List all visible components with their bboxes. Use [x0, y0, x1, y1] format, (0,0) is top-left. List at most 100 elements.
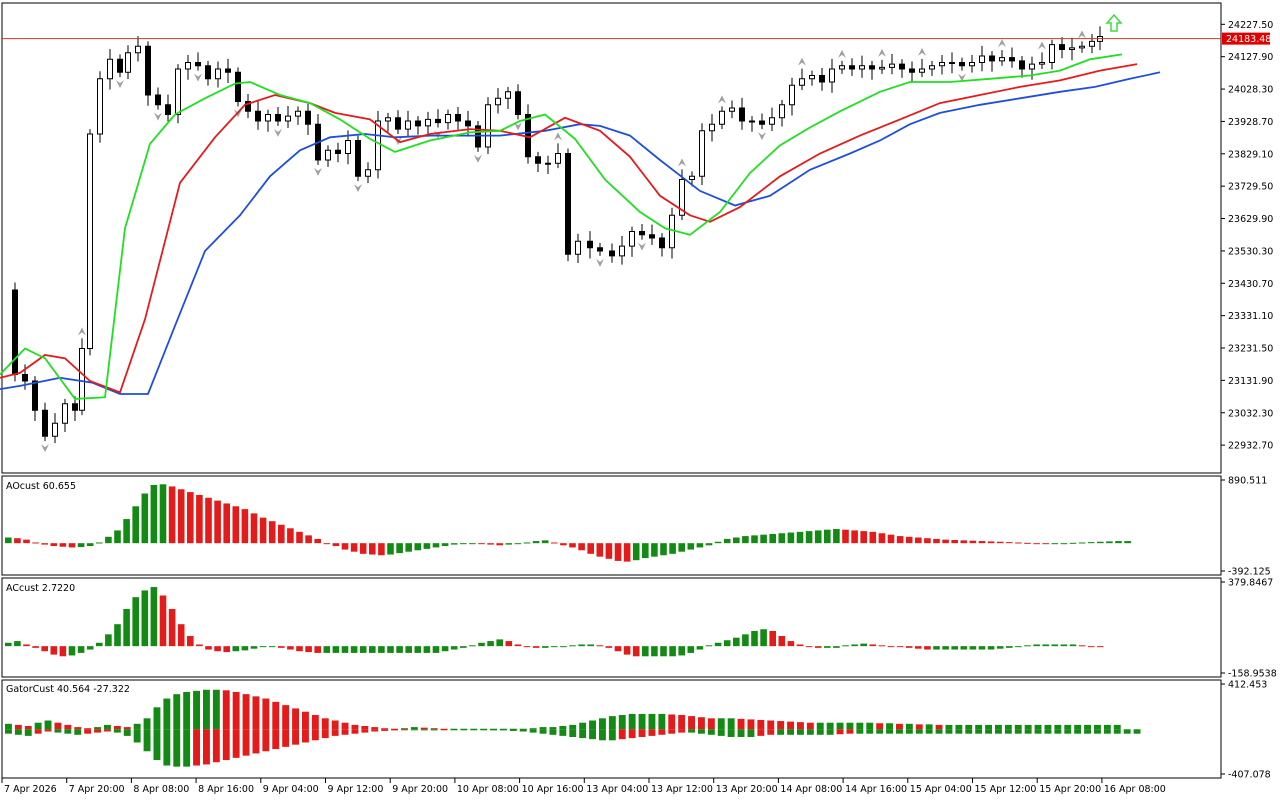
- gator-lower-bar: [173, 729, 181, 767]
- histogram-bar: [396, 543, 403, 554]
- candle-body: [789, 84, 795, 106]
- gator-upper-bar: [262, 698, 270, 730]
- histogram-bar: [432, 543, 440, 548]
- histogram-bar: [632, 543, 640, 561]
- histogram-bar: [278, 646, 285, 648]
- histogram-bar: [478, 642, 485, 647]
- histogram-bar: [1042, 543, 1049, 545]
- gator-upper-bar: [14, 724, 22, 730]
- candle-body: [385, 117, 391, 122]
- y-tick-label: 23629.90: [1228, 214, 1273, 225]
- gator-lower-bar: [183, 729, 191, 767]
- candle-body: [545, 162, 551, 165]
- gator-upper-bar: [163, 698, 171, 730]
- x-tick-label: 15 Apr 20:00: [1039, 784, 1101, 795]
- gator-upper-bar: [549, 727, 557, 730]
- gator-lower-bar: [1123, 729, 1131, 734]
- histogram-bar: [5, 642, 12, 647]
- candle-body: [829, 68, 835, 83]
- histogram-bar: [1097, 646, 1104, 648]
- gator-upper-bar: [64, 724, 72, 730]
- histogram-bar: [1033, 644, 1040, 647]
- fractal-arrow: [41, 444, 49, 453]
- histogram-bar: [323, 543, 331, 545]
- histogram-bar: [514, 543, 522, 545]
- histogram-bar: [642, 543, 649, 559]
- gator-lower-bar: [797, 729, 804, 735]
- y-tick-label: -158.9538: [1228, 669, 1277, 680]
- histogram-bar: [168, 608, 176, 647]
- histogram-bar: [942, 646, 949, 650]
- histogram-bar: [332, 646, 340, 653]
- candle-body: [395, 117, 401, 130]
- gator-lower-bar: [420, 729, 428, 731]
- alligator-teeth-line: [0, 63, 1138, 394]
- gator-lower-bar: [1094, 729, 1101, 734]
- histogram-bar: [742, 536, 749, 544]
- fractal-arrow: [758, 132, 766, 141]
- histogram-bar: [1069, 644, 1077, 647]
- histogram-bar: [751, 535, 758, 544]
- gator-lower-bar: [1103, 729, 1111, 734]
- gator-lower-bar: [975, 729, 983, 734]
- candle-body: [455, 114, 461, 122]
- gator-lower-bar: [955, 729, 963, 734]
- gator-upper-bar: [460, 728, 468, 730]
- histogram-bar: [678, 543, 685, 552]
- gator-upper-bar: [193, 690, 200, 730]
- histogram-bar: [1060, 543, 1068, 545]
- gator-upper-bar: [173, 694, 181, 730]
- candle-body: [759, 120, 765, 125]
- gator-lower-bar: [539, 729, 547, 734]
- candle-body: [999, 57, 1005, 62]
- candle-body: [255, 110, 261, 122]
- histogram-bar: [705, 543, 713, 546]
- gator-lower-bar: [302, 729, 309, 743]
- histogram-bar: [159, 595, 167, 647]
- gator-upper-bar: [509, 728, 517, 730]
- histogram-bar: [687, 543, 695, 550]
- histogram-bar: [896, 646, 904, 648]
- gator-lower-bar: [272, 729, 280, 750]
- gator-upper-bar: [500, 728, 507, 730]
- histogram-bar: [505, 543, 513, 545]
- histogram-bar: [996, 646, 1004, 649]
- histogram-bar: [268, 646, 276, 648]
- gator-lower-bar: [460, 729, 468, 731]
- candle-body: [285, 115, 291, 122]
- current-price-badge: [1222, 32, 1270, 45]
- gator-upper-bar: [480, 728, 488, 730]
- gator-lower-bar: [94, 729, 101, 733]
- gator-lower-bar: [1133, 729, 1141, 734]
- candle-body: [899, 63, 905, 70]
- gator-lower-bar: [490, 729, 497, 731]
- histogram-bar: [805, 531, 813, 544]
- gator-lower-bar: [430, 729, 438, 731]
- y-tick-label: 890.511: [1228, 476, 1267, 487]
- gator-lower-bar: [410, 729, 418, 731]
- histogram-bar: [1006, 542, 1013, 544]
- candle-body: [1069, 47, 1075, 50]
- histogram-bar: [705, 645, 713, 647]
- histogram-bar: [532, 646, 540, 648]
- histogram-bar: [678, 646, 685, 656]
- gator-upper-bar: [351, 724, 359, 730]
- histogram-bar: [1042, 644, 1049, 647]
- gator-lower-bar: [222, 729, 230, 761]
- candle-body: [639, 231, 645, 236]
- histogram-bar: [924, 646, 931, 650]
- gator-upper-bar: [430, 728, 438, 730]
- histogram-bar: [605, 543, 613, 559]
- gator-upper-bar: [945, 724, 953, 730]
- gator-upper-bar: [104, 724, 111, 730]
- gator-upper-bar: [747, 719, 755, 730]
- histogram-bar: [1069, 542, 1077, 544]
- candle-body: [729, 107, 735, 112]
- histogram-bar: [432, 646, 440, 653]
- candle-body: [97, 78, 103, 135]
- gator-upper-bar: [1044, 724, 1052, 730]
- histogram-bar: [669, 543, 676, 554]
- candle-body: [245, 101, 251, 112]
- histogram-bar: [241, 646, 249, 651]
